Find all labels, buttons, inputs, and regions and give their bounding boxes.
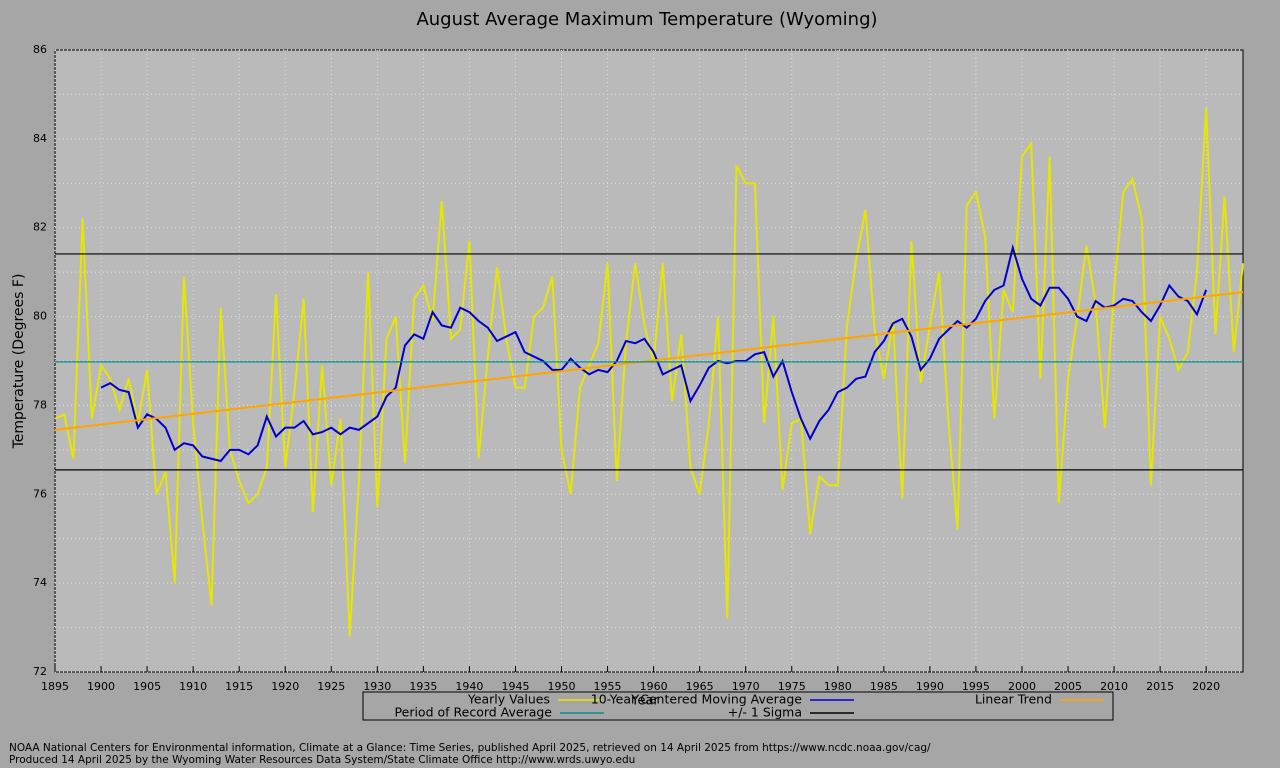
- series-line: [54, 107, 1244, 637]
- x-tick-label: 2020: [1192, 680, 1220, 693]
- y-tick-label: 78: [33, 398, 47, 411]
- x-tick-label: 1935: [409, 680, 437, 693]
- x-tick-label: 1925: [317, 680, 345, 693]
- footnote: NOAA National Centers for Environmental …: [9, 742, 931, 754]
- x-tick-label: 1915: [225, 680, 253, 693]
- x-tick-label: 1970: [732, 680, 760, 693]
- x-tick-label: 1920: [271, 680, 299, 693]
- chart-title: August Average Maximum Temperature (Wyom…: [416, 9, 877, 30]
- y-tick-label: 72: [33, 665, 47, 678]
- x-tick-label: 1910: [179, 680, 207, 693]
- legend-label: Yearly Values: [467, 692, 550, 707]
- legend-label: Period of Record Average: [395, 705, 553, 720]
- legend-box: [362, 691, 1114, 721]
- y-tick-label: 86: [33, 43, 47, 56]
- x-axis-label: Year: [630, 694, 659, 709]
- series-line: [54, 291, 1244, 431]
- x-tick-label: 1895: [41, 680, 69, 693]
- legend-label: 10-Year Centered Moving Average: [591, 692, 803, 707]
- y-tick-label: 76: [33, 487, 47, 500]
- x-tick-label: 1930: [363, 680, 391, 693]
- x-tick-label: 1960: [640, 680, 668, 693]
- y-tick-label: 82: [33, 221, 47, 234]
- y-tick-label: 80: [33, 310, 47, 323]
- x-tick-label: 1975: [778, 680, 806, 693]
- x-tick-label: 2010: [1100, 680, 1128, 693]
- x-tick-label: 1980: [824, 680, 852, 693]
- x-tick-label: 1985: [870, 680, 898, 693]
- x-tick-label: 2015: [1146, 680, 1174, 693]
- y-tick-label: 74: [33, 576, 47, 589]
- x-tick-label: 1905: [133, 680, 161, 693]
- x-tick-label: 1995: [962, 680, 990, 693]
- y-tick-label: 84: [33, 132, 47, 145]
- x-tick-label: 1950: [548, 680, 576, 693]
- x-tick-label: 2000: [1008, 680, 1036, 693]
- footnote: Produced 14 April 2025 by the Wyoming Wa…: [9, 754, 635, 766]
- x-tick-label: 1940: [455, 680, 483, 693]
- legend-label: Linear Trend: [975, 692, 1052, 707]
- x-tick-label: 1955: [594, 680, 622, 693]
- x-tick-label: 1900: [87, 680, 115, 693]
- x-tick-label: 1990: [916, 680, 944, 693]
- x-tick-label: 1945: [501, 680, 529, 693]
- legend-label: +/- 1 Sigma: [728, 705, 802, 720]
- x-tick-label: 2005: [1054, 680, 1082, 693]
- y-axis-label: Temperature (Degrees F): [11, 274, 27, 450]
- x-tick-label: 1965: [686, 680, 714, 693]
- series-line: [100, 243, 1208, 463]
